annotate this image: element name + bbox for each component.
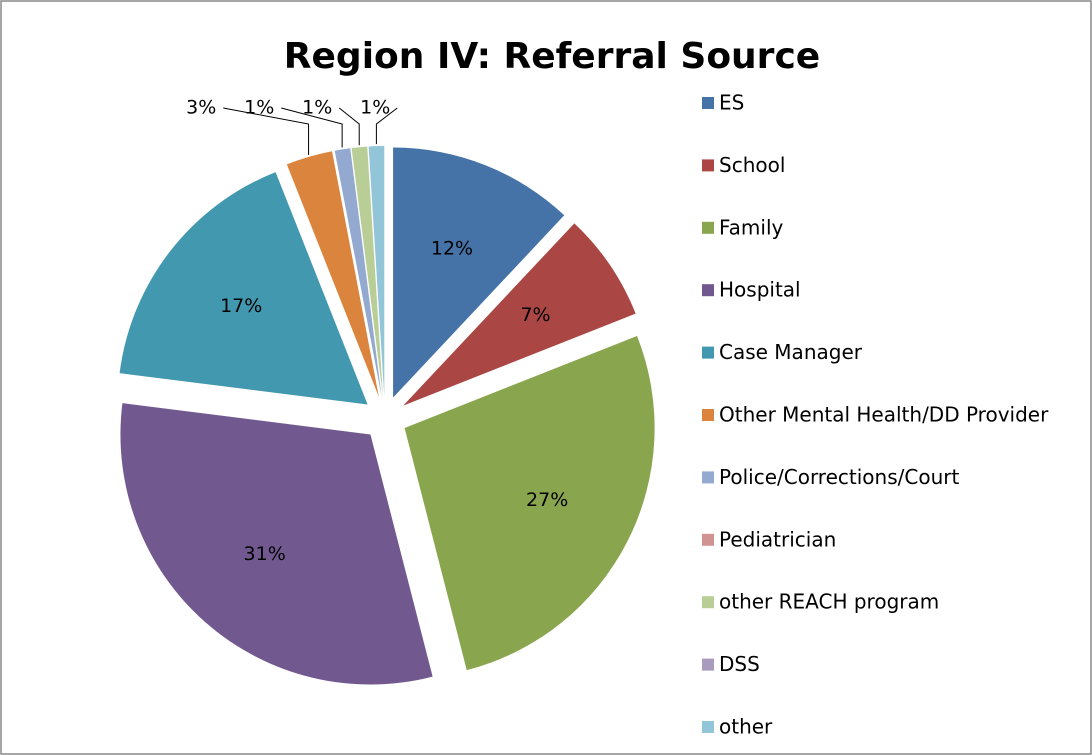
legend-swatch — [702, 346, 714, 359]
legend-label: Pediatrician — [719, 527, 836, 551]
legend-label: ES — [719, 91, 744, 115]
leader-line — [338, 107, 360, 146]
pie-slice — [286, 151, 379, 397]
pie-slice — [403, 223, 636, 406]
legend-label: Police/Corrections/Court — [719, 465, 959, 489]
legend-label: Case Manager — [719, 340, 863, 364]
legend-swatch — [702, 658, 714, 671]
pie-slice — [120, 403, 433, 685]
pie-slice — [393, 147, 565, 398]
pie-slice — [368, 146, 385, 397]
legend-swatch — [702, 721, 714, 733]
data-label: 1% — [360, 97, 390, 119]
data-label: 31% — [244, 543, 286, 565]
pie-slice — [404, 335, 655, 671]
legend-swatch — [702, 533, 714, 546]
data-label: 1% — [302, 97, 332, 119]
pie-slice — [351, 146, 383, 397]
legend-swatch — [702, 221, 714, 234]
legend-label: Other Mental Health/DD Provider — [719, 403, 1049, 427]
data-label: 7% — [520, 304, 550, 326]
legend-label: other REACH program — [719, 590, 939, 614]
leader-line — [375, 107, 398, 145]
chart-title: Region IV: Referral Source — [284, 36, 820, 77]
legend-label: other — [719, 715, 773, 739]
legend-swatch — [702, 284, 714, 297]
legend-swatch — [702, 596, 714, 609]
pie-slice — [119, 172, 368, 405]
pie-slice — [334, 148, 382, 397]
data-label: 12% — [431, 237, 473, 259]
legend-swatch — [702, 409, 714, 421]
data-label: 27% — [526, 489, 568, 511]
legend-label: Hospital — [719, 278, 801, 302]
leader-line — [223, 107, 310, 155]
leader-line — [281, 107, 343, 148]
legend-label: Family — [719, 215, 784, 239]
data-label: 3% — [186, 97, 216, 119]
legend-swatch — [702, 159, 714, 172]
legend-label: DSS — [719, 652, 760, 676]
legend-label: School — [719, 153, 785, 177]
legend-swatch — [702, 97, 714, 109]
data-label: 17% — [220, 295, 262, 317]
legend-swatch — [702, 471, 714, 484]
